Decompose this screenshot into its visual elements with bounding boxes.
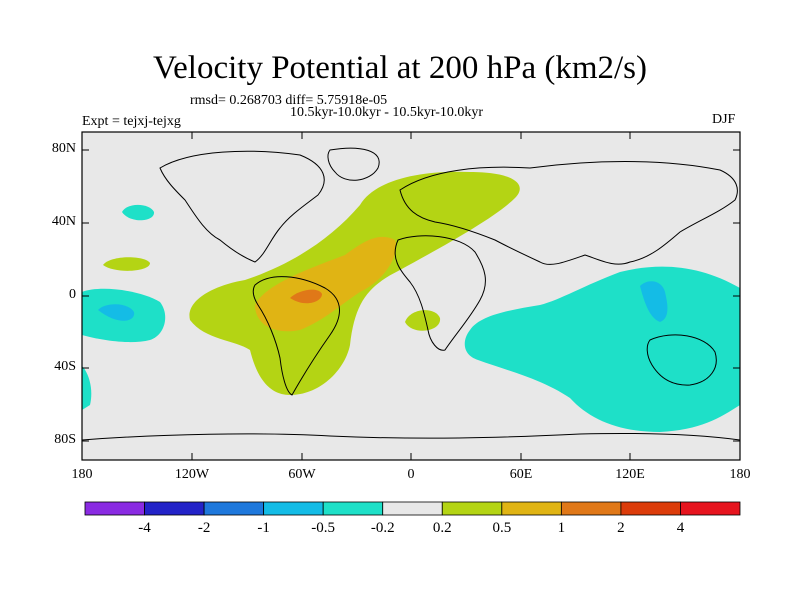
colorbar-swatch [501, 501, 562, 516]
coastlines [82, 147, 740, 460]
lon-tick-label: 120E [615, 467, 645, 482]
colorbar-swatch [203, 501, 265, 516]
period-label: 10.5kyr-10.0kyr - 10.5kyr-10.0kyr [290, 105, 484, 120]
lat-tick-label: 40S [54, 359, 76, 374]
negative-0.5-region-maritime [640, 281, 668, 322]
colorbar-swatch [441, 501, 503, 516]
lon-tick-label: 0 [407, 467, 415, 482]
colorbar-label: 0.2 [432, 520, 452, 536]
colorbar-swatch [84, 501, 145, 516]
colorbar-label: -4 [138, 520, 151, 536]
lat-tick-label: 40N [51, 214, 76, 229]
colorbar-label: 4 [676, 520, 685, 536]
colorbar-swatch [560, 501, 622, 516]
lat-tick-label: 0 [69, 287, 76, 302]
colorbar-label: -2 [197, 520, 211, 536]
lon-tick-label: 60W [288, 467, 316, 482]
colorbar-swatch [382, 501, 443, 516]
colorbar-label: -0.5 [311, 520, 336, 536]
lat-tick-label: 80N [51, 141, 76, 156]
axis-ticks [81, 132, 741, 460]
colorbar-label: -1 [257, 520, 270, 536]
positive-0.5-region [255, 236, 396, 332]
colorbar-label: 0.5 [492, 520, 512, 536]
colorbar [84, 501, 741, 516]
colorbar-swatch [322, 501, 384, 516]
negative-0.2-region-sw-pacific [82, 366, 92, 410]
colorbar-swatch [263, 501, 324, 516]
negative-0.2-region-indian-ocean [464, 266, 740, 432]
anomaly-field [82, 171, 740, 432]
chart-title: Velocity Potential at 200 hPa (km2/s) [152, 50, 648, 86]
negative-0.2-region-north-pacific [122, 204, 155, 221]
lat-tick-label: 80S [54, 432, 76, 447]
colorbar-swatch [620, 501, 681, 516]
colorbar-label: -0.2 [370, 520, 395, 536]
colorbar-swatch [144, 501, 205, 516]
colorbar-swatch [680, 501, 741, 516]
positive-1-region [290, 289, 322, 304]
lon-tick-label: 120W [174, 467, 210, 482]
colorbar-label: 2 [617, 520, 625, 536]
negative-0.5-region-pacific [98, 304, 135, 321]
experiment-label: Expt = tejxj-tejxg [82, 114, 181, 129]
season-label: DJF [712, 112, 736, 127]
colorbar-label: 1 [557, 520, 566, 536]
stats-label: rmsd= 0.268703 diff= 5.75918e-05 [190, 93, 388, 108]
lon-tick-label: 60E [509, 467, 533, 482]
lon-tick-label: 180 [71, 467, 93, 482]
positive-0.2-region-south-atlantic [405, 310, 441, 331]
lon-tick-label: 180 [729, 467, 751, 482]
positive-0.2-region-small [103, 257, 150, 271]
